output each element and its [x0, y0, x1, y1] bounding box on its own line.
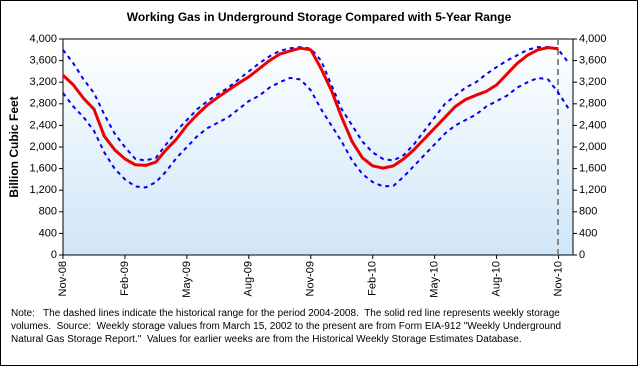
x-tick-label: Feb-10: [367, 261, 379, 296]
x-tick-label: Aug-10: [491, 261, 503, 296]
x-tick-label: Nov-10: [552, 261, 564, 296]
x-tick-label: May-10: [429, 261, 441, 298]
plot-area: [62, 38, 574, 256]
y-tick-label: 2,400: [29, 119, 57, 131]
chart: Working Gas in Underground Storage Compa…: [7, 10, 607, 298]
x-tick-label: Nov-09: [305, 261, 317, 296]
y-tick-label: 1,200: [29, 184, 57, 196]
y2-tick-label: 2,400: [579, 119, 607, 131]
y2-tick-label: 2,800: [579, 98, 607, 110]
note-line: volumes. Source: Weekly storage values f…: [11, 321, 562, 332]
y2-tick-label: 1,600: [579, 163, 607, 175]
x-tick-label: Aug-09: [243, 261, 255, 296]
range-line: [62, 76, 570, 189]
y2-tick-label: 2,000: [579, 141, 607, 153]
y-tick-label: 3,200: [29, 76, 57, 88]
y2-tick-label: 4,000: [579, 33, 607, 45]
y-tick-label: 400: [39, 227, 57, 239]
chart-title: Working Gas in Underground Storage Compa…: [127, 10, 512, 24]
x-tick-label: Nov-08: [57, 261, 69, 296]
y-tick-label: 2,800: [29, 98, 57, 110]
y-tick-label: 4,000: [29, 33, 57, 45]
y2-tick-label: 400: [579, 227, 597, 239]
y-tick-label: 0: [51, 249, 57, 261]
y-tick-label: 2,000: [29, 141, 57, 153]
y2-tick-label: 1,200: [579, 184, 607, 196]
x-tick-label: May-09: [181, 261, 193, 298]
x-tick-label: Feb-09: [119, 261, 131, 296]
y-tick-label: 3,600: [29, 55, 57, 67]
y-axis-label: Billion Cubic Feet: [7, 96, 21, 197]
y-tick-label: 800: [39, 206, 57, 218]
y2-tick-label: 3,600: [579, 55, 607, 67]
y2-tick-label: 800: [579, 206, 597, 218]
note-line: Note: The dashed lines indicate the hist…: [11, 308, 560, 319]
note-line: Natural Gas Storage Report." Values for …: [11, 334, 522, 345]
y2-tick-label: 3,200: [579, 76, 607, 88]
y2-tick-label: 0: [579, 249, 585, 261]
storage-line: [61, 46, 559, 170]
y-tick-label: 1,600: [29, 163, 57, 175]
